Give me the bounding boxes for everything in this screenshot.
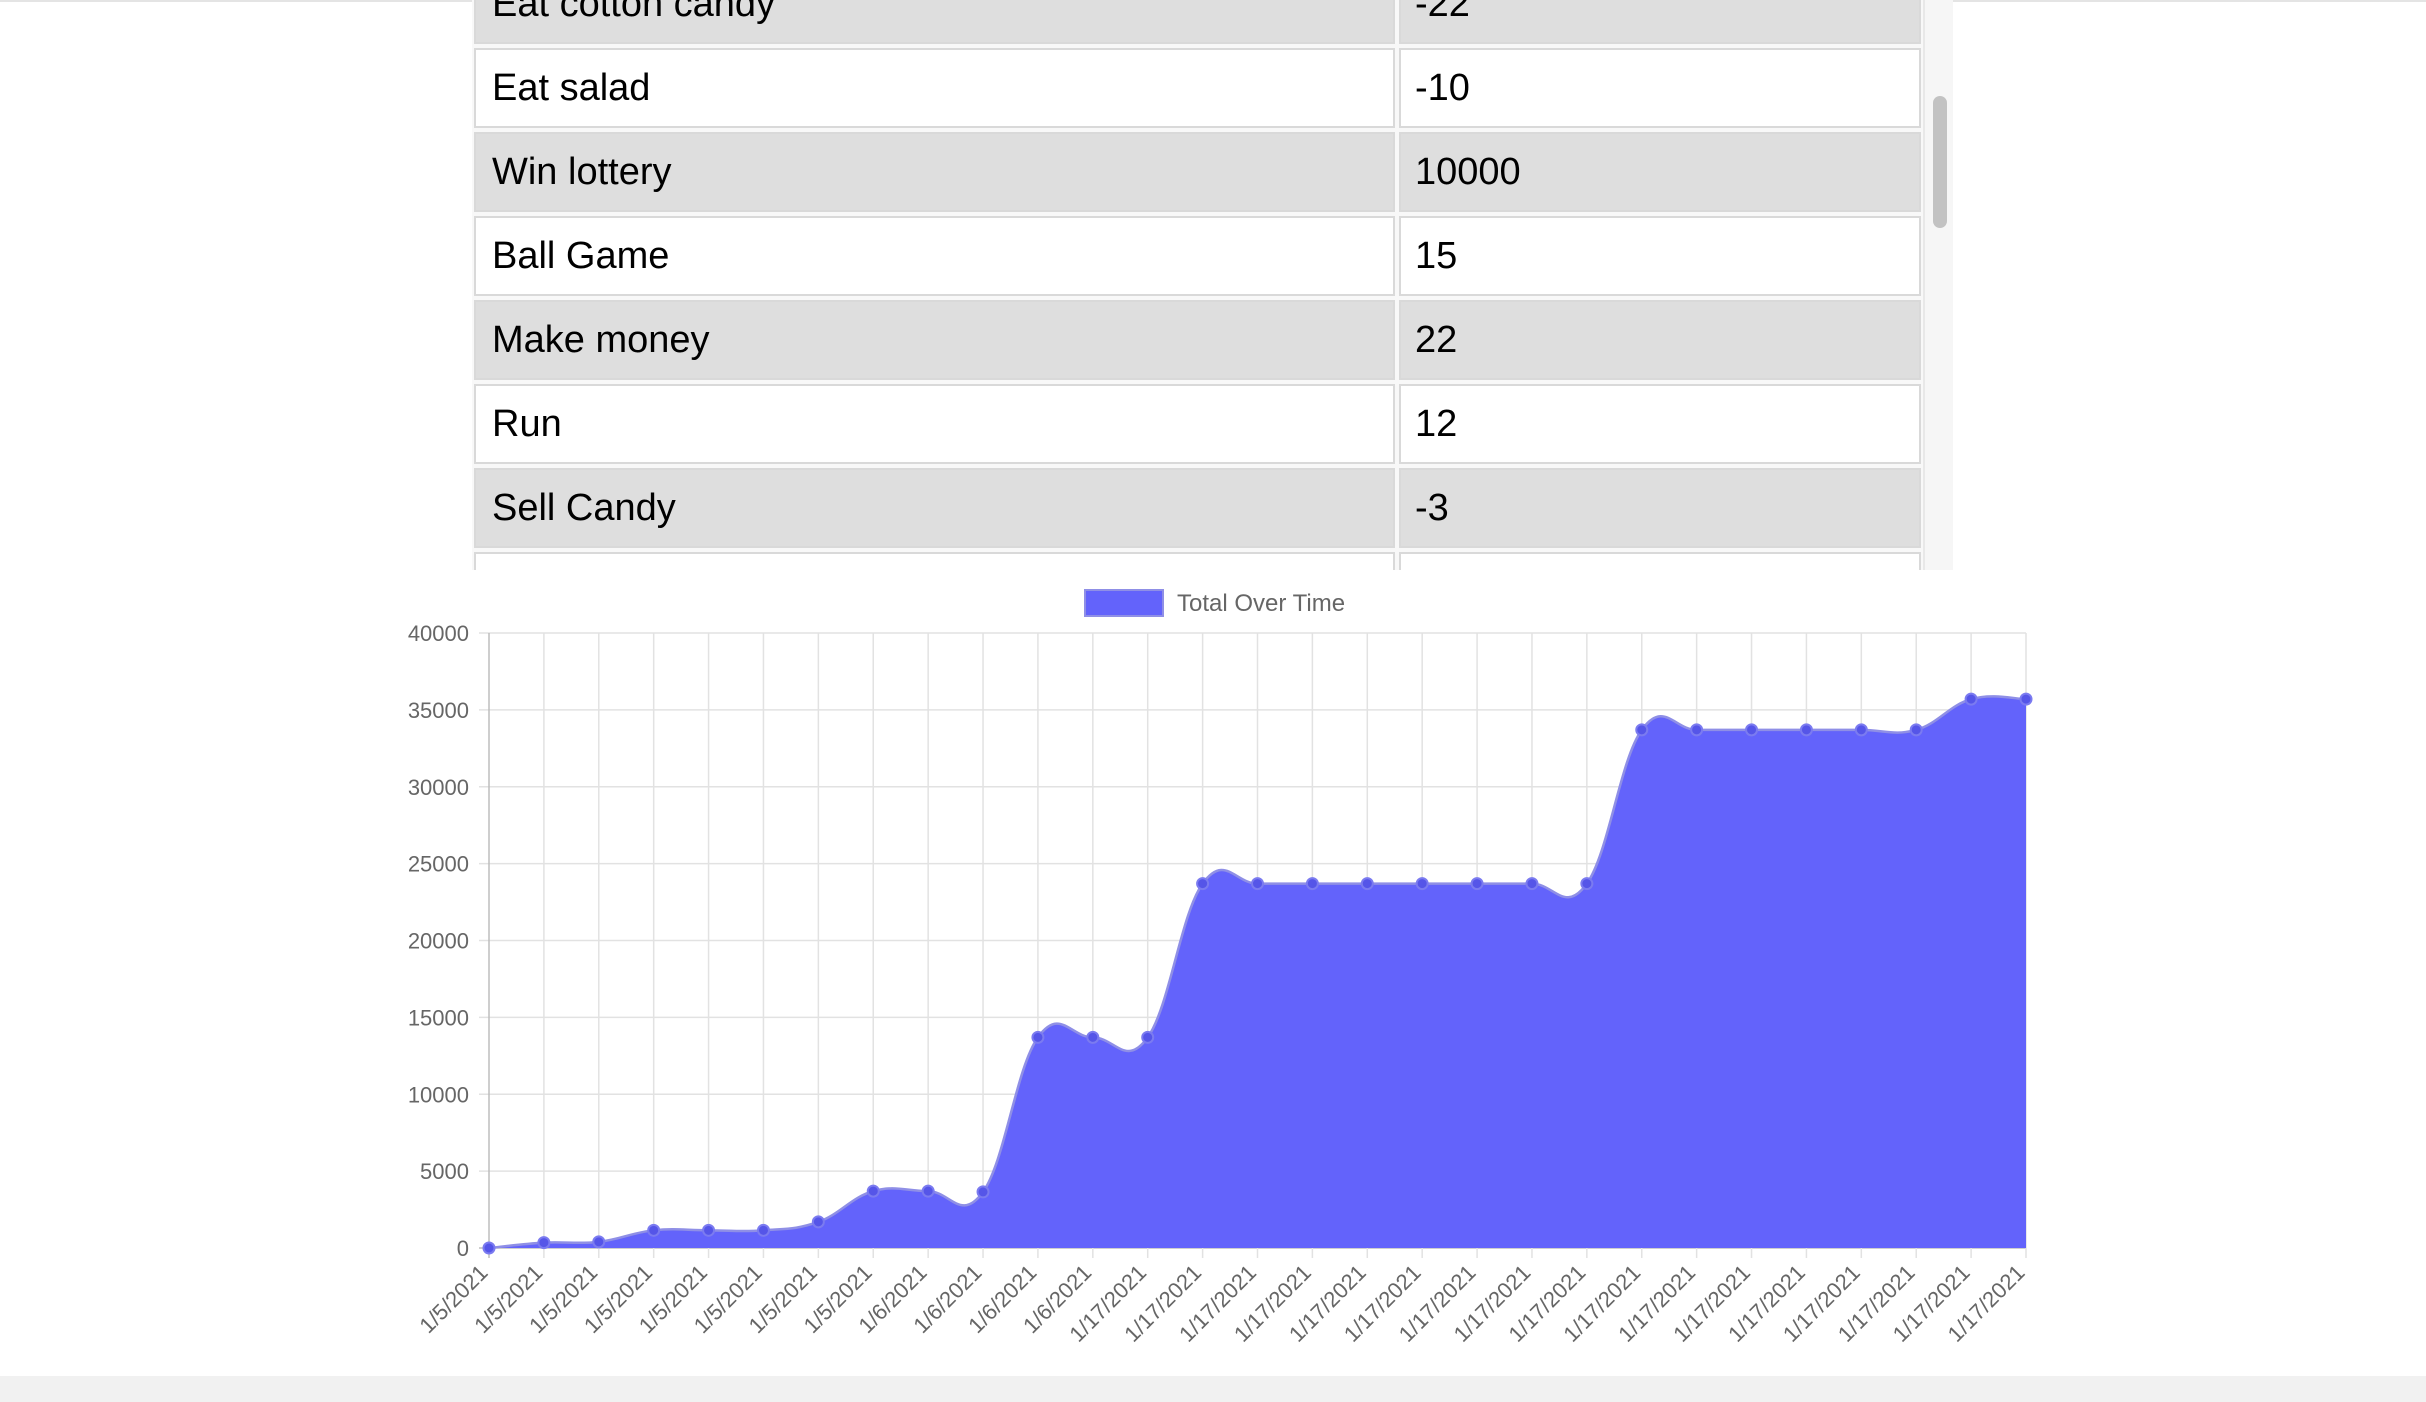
data-point[interactable] <box>1525 877 1539 891</box>
transaction-name-cell <box>474 552 1395 570</box>
data-point[interactable] <box>482 1241 496 1255</box>
table-row: Win lottery 10000 <box>472 132 1923 216</box>
transaction-name-cell: Eat salad <box>474 48 1395 128</box>
transaction-amount-cell: -22 <box>1399 0 1921 44</box>
data-point[interactable] <box>756 1223 770 1237</box>
y-tick-label: 15000 <box>408 1005 469 1030</box>
data-point[interactable] <box>811 1215 825 1229</box>
transaction-name-cell: Run <box>474 384 1395 464</box>
transaction-name-cell: Eat cotton candy <box>474 0 1395 44</box>
data-point[interactable] <box>1964 692 1978 706</box>
transaction-name-cell: Sell Candy <box>474 468 1395 548</box>
data-point[interactable] <box>1305 877 1319 891</box>
data-point[interactable] <box>1031 1030 1045 1044</box>
table-row <box>472 552 1923 570</box>
data-point[interactable] <box>976 1185 990 1199</box>
data-point[interactable] <box>1360 877 1374 891</box>
transaction-name-cell: Ball Game <box>474 216 1395 296</box>
table-row: Eat salad -10 <box>472 48 1923 132</box>
data-point[interactable] <box>1251 877 1264 891</box>
data-point[interactable] <box>921 1184 935 1198</box>
data-point[interactable] <box>1854 723 1868 737</box>
data-point[interactable] <box>1415 877 1429 891</box>
legend-label[interactable]: Total Over Time <box>1177 590 1345 617</box>
data-point[interactable] <box>1635 723 1649 737</box>
y-tick-label: 35000 <box>408 698 469 723</box>
data-point[interactable] <box>592 1235 606 1249</box>
data-point[interactable] <box>537 1236 551 1250</box>
chart-svg: 0 5000 10000 15000 20000 25000 30000 35000 40000… <box>408 589 2033 1347</box>
y-tick-label: 0 <box>457 1236 469 1261</box>
transactions-table-panel[interactable]: Eat cotton candy -22 Eat salad -10 Win lotte… <box>472 0 1953 570</box>
y-tick-label: 5000 <box>420 1159 469 1184</box>
legend-swatch[interactable] <box>1084 589 1164 617</box>
table-row: Eat cotton candy -22 <box>472 0 1923 48</box>
data-point[interactable] <box>1196 877 1210 891</box>
data-point[interactable] <box>1690 723 1704 737</box>
transaction-amount-cell: 22 <box>1399 300 1921 380</box>
data-point[interactable] <box>866 1184 880 1198</box>
y-tick-label: 25000 <box>408 852 469 877</box>
table-row: Run 12 <box>472 384 1923 468</box>
transaction-amount-cell: -3 <box>1399 468 1921 548</box>
transaction-amount-cell: -10 <box>1399 48 1921 128</box>
table-scrollbar-thumb[interactable] <box>1933 96 1947 228</box>
transaction-name-cell: Make money <box>474 300 1395 380</box>
transaction-amount-cell <box>1399 552 1921 570</box>
transaction-amount-cell: 10000 <box>1399 132 1921 212</box>
data-point[interactable] <box>647 1223 661 1237</box>
data-point[interactable] <box>1470 877 1484 891</box>
y-tick-label: 20000 <box>408 929 469 954</box>
table-scrollbar-track[interactable] <box>1923 0 1953 570</box>
y-tick-label: 30000 <box>408 775 469 800</box>
transaction-name-cell: Win lottery <box>474 132 1395 212</box>
y-tick-label: 10000 <box>408 1082 469 1107</box>
data-point[interactable] <box>702 1223 716 1237</box>
transaction-amount-cell: 12 <box>1399 384 1921 464</box>
table-row: Sell Candy -3 <box>472 468 1923 552</box>
data-point[interactable] <box>1086 1030 1100 1044</box>
transactions-table: Eat cotton candy -22 Eat salad -10 Win lotte… <box>472 0 1923 570</box>
data-point[interactable] <box>1745 723 1759 737</box>
table-row: Ball Game 15 <box>472 216 1923 300</box>
transaction-amount-cell: 15 <box>1399 216 1921 296</box>
series-area <box>489 696 2026 1248</box>
table-row: Make money 22 <box>472 300 1923 384</box>
y-tick-label: 40000 <box>408 621 469 646</box>
total-over-time-chart: 0 5000 10000 15000 20000 25000 30000 35000 40000… <box>0 570 2426 1376</box>
data-point[interactable] <box>2019 692 2033 706</box>
data-point[interactable] <box>1909 723 1923 737</box>
data-point[interactable] <box>1141 1030 1155 1044</box>
data-point[interactable] <box>1580 877 1594 891</box>
data-point[interactable] <box>1799 723 1813 737</box>
bottom-bar <box>0 1376 2426 1402</box>
